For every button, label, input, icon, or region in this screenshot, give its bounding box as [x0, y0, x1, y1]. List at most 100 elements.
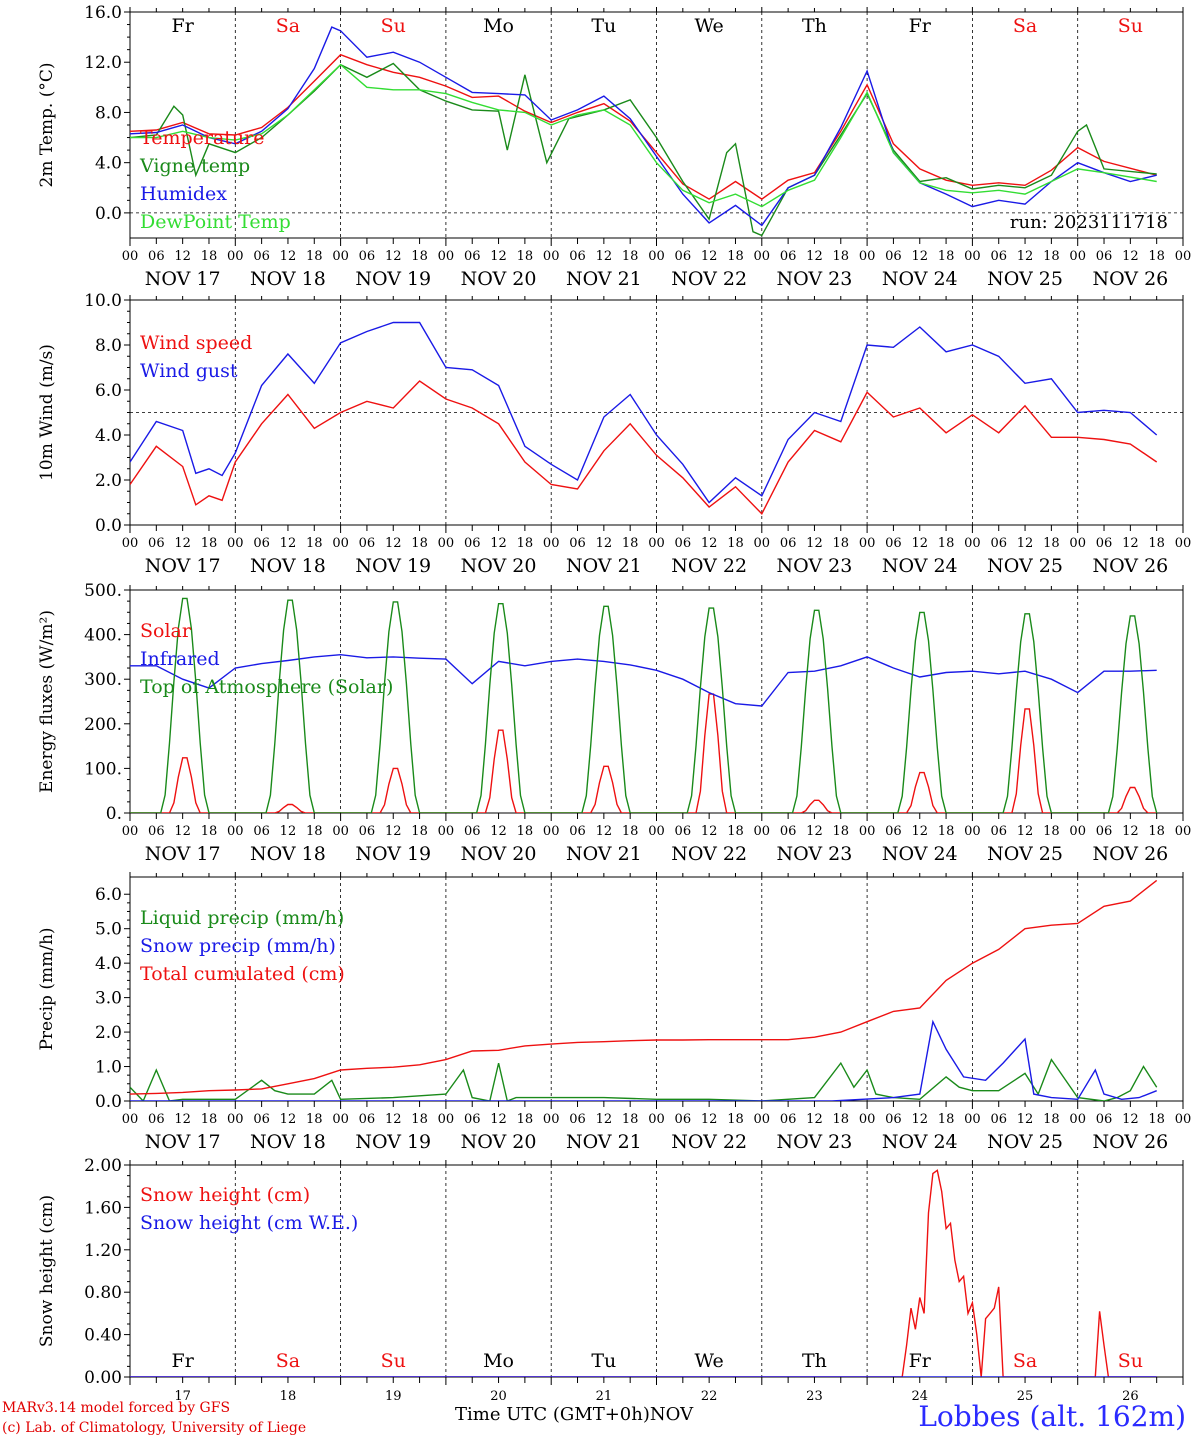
y-tick-label: 6.0 [95, 381, 122, 401]
x-tick-label: 06 [253, 824, 270, 839]
x-tick-label: 00 [859, 249, 876, 264]
x-tick-label: 12 [1122, 536, 1139, 551]
y-tick-label: 4.0 [95, 954, 122, 974]
x-tick-label: 12 [280, 249, 297, 264]
date-label: NOV 18 [250, 268, 326, 290]
x-tick-label: 18 [727, 824, 744, 839]
day-label: Sa [1013, 1350, 1037, 1372]
legend-entry: Infrared [140, 648, 220, 670]
run-label: run: 2023111718 [1010, 212, 1168, 233]
x-tick-label: 00 [543, 1112, 560, 1127]
x-tick-label: 00 [1069, 824, 1086, 839]
x-tick-label: 18 [938, 824, 955, 839]
date-label: NOV 19 [355, 1131, 431, 1153]
x-tick-label: 06 [990, 824, 1007, 839]
y-tick-label: 16.0 [84, 3, 122, 23]
legend-entry: Vigne temp [139, 155, 250, 177]
x-tick-label: 12 [490, 536, 507, 551]
x-tick-label: 00 [122, 249, 139, 264]
x-tick-label: 06 [569, 1112, 586, 1127]
date-label: NOV 25 [987, 555, 1063, 577]
x-tick-label: 12 [280, 536, 297, 551]
x-tick-label: 00 [227, 249, 244, 264]
x-tick-label: 18 [411, 249, 428, 264]
station-label: Lobbes (alt. 162m) [918, 1400, 1186, 1433]
x-tick-label: 00 [227, 1112, 244, 1127]
day-label: We [695, 1350, 724, 1372]
y-axis-label: Snow height (cm) [37, 1195, 57, 1347]
date-label: NOV 23 [777, 1131, 853, 1153]
series-line-top-of-atmosphere-solar [130, 597, 1158, 813]
date-label: NOV 22 [671, 843, 747, 865]
day-label: Fr [909, 1350, 932, 1372]
x-tick-label: 12 [385, 1112, 402, 1127]
x-tick-label: 12 [1017, 1112, 1034, 1127]
y-tick-label: 0.0 [95, 1092, 122, 1112]
x-tick-label: 06 [990, 1112, 1007, 1127]
x-tick-label: 00 [1069, 536, 1086, 551]
x-tick-label: 06 [464, 1112, 481, 1127]
legend-entry: Total cumulated (cm) [140, 963, 345, 985]
x-tick-label: 06 [359, 536, 376, 551]
x-tick-label: 00 [754, 249, 771, 264]
date-label: NOV 17 [145, 1131, 221, 1153]
x-tick-label: 00 [1069, 1112, 1086, 1127]
y-tick-label: 12.0 [84, 53, 122, 73]
x-tick-label: 06 [253, 1112, 270, 1127]
x-tick-label: 18 [833, 1112, 850, 1127]
x-tick-label: 12 [174, 1112, 191, 1127]
day-label: Th [802, 15, 827, 37]
x-tick-label: 18 [411, 1112, 428, 1127]
x-tick-label: 12 [596, 1112, 613, 1127]
x-tick-label: 18 [622, 824, 639, 839]
x-tick-label: 06 [569, 824, 586, 839]
date-label: NOV 25 [987, 1131, 1063, 1153]
x-tick-label: 00 [964, 249, 981, 264]
series-line-snow-precip-mm-h [130, 1019, 1157, 1101]
model-credit: MARv3.14 model forced by GFS [2, 1400, 231, 1416]
x-tick-label: 06 [885, 536, 902, 551]
x-tick-label: 18 [622, 1112, 639, 1127]
x-tick-label: 00 [754, 1112, 771, 1127]
x-tick-label: 06 [148, 1112, 165, 1127]
panel-2: 10m Wind (m/s) 0.0 2.0 4.0 6.0 8.0 10.0 00 06 12 1… [37, 291, 1191, 577]
x-tick-label: 18 [1148, 1112, 1165, 1127]
x-tick-label: 06 [675, 536, 692, 551]
day-number-label: 20 [490, 1389, 507, 1404]
x-tick-label: 12 [806, 536, 823, 551]
y-tick-label: 500. [84, 581, 122, 601]
x-tick-label: 18 [833, 249, 850, 264]
legend-entry: Solar [140, 620, 192, 642]
day-number-label: 26 [1122, 1389, 1139, 1404]
legend-entry: Top of Atmosphere (Solar) [140, 676, 393, 698]
date-label: NOV 23 [777, 555, 853, 577]
y-tick-label: 400. [84, 626, 122, 646]
y-tick-label: 100. [84, 759, 122, 779]
y-tick-label: 0.0 [95, 204, 122, 224]
x-tick-label: 12 [911, 1112, 928, 1127]
x-tick-label: 12 [701, 824, 718, 839]
y-tick-label: 2.00 [84, 1156, 122, 1176]
x-tick-label: 00 [859, 824, 876, 839]
y-tick-label: 2.0 [95, 471, 122, 491]
x-tick-label: 12 [806, 1112, 823, 1127]
day-label: Su [381, 15, 406, 37]
legend-entry: Snow height (cm W.E.) [140, 1212, 358, 1234]
x-tick-label: 18 [411, 536, 428, 551]
x-tick-label: 12 [174, 536, 191, 551]
date-label: NOV 23 [777, 843, 853, 865]
y-tick-label: 10.0 [84, 291, 122, 311]
x-tick-label: 06 [569, 536, 586, 551]
x-tick-label: 06 [359, 1112, 376, 1127]
series-line-infrared [130, 653, 1157, 707]
day-number-label: 23 [806, 1389, 823, 1404]
x-tick-label: 18 [517, 1112, 534, 1127]
date-label: NOV 26 [1092, 268, 1168, 290]
x-tick-label: 06 [675, 249, 692, 264]
date-label: NOV 24 [882, 268, 958, 290]
panel-5: Snow height (cm) 0.00 0.40 0.80 1.20 1.60 2.00… [37, 1156, 1184, 1404]
x-tick-label: 06 [253, 536, 270, 551]
day-number-label: 22 [701, 1389, 718, 1404]
x-tick-label: 12 [490, 824, 507, 839]
